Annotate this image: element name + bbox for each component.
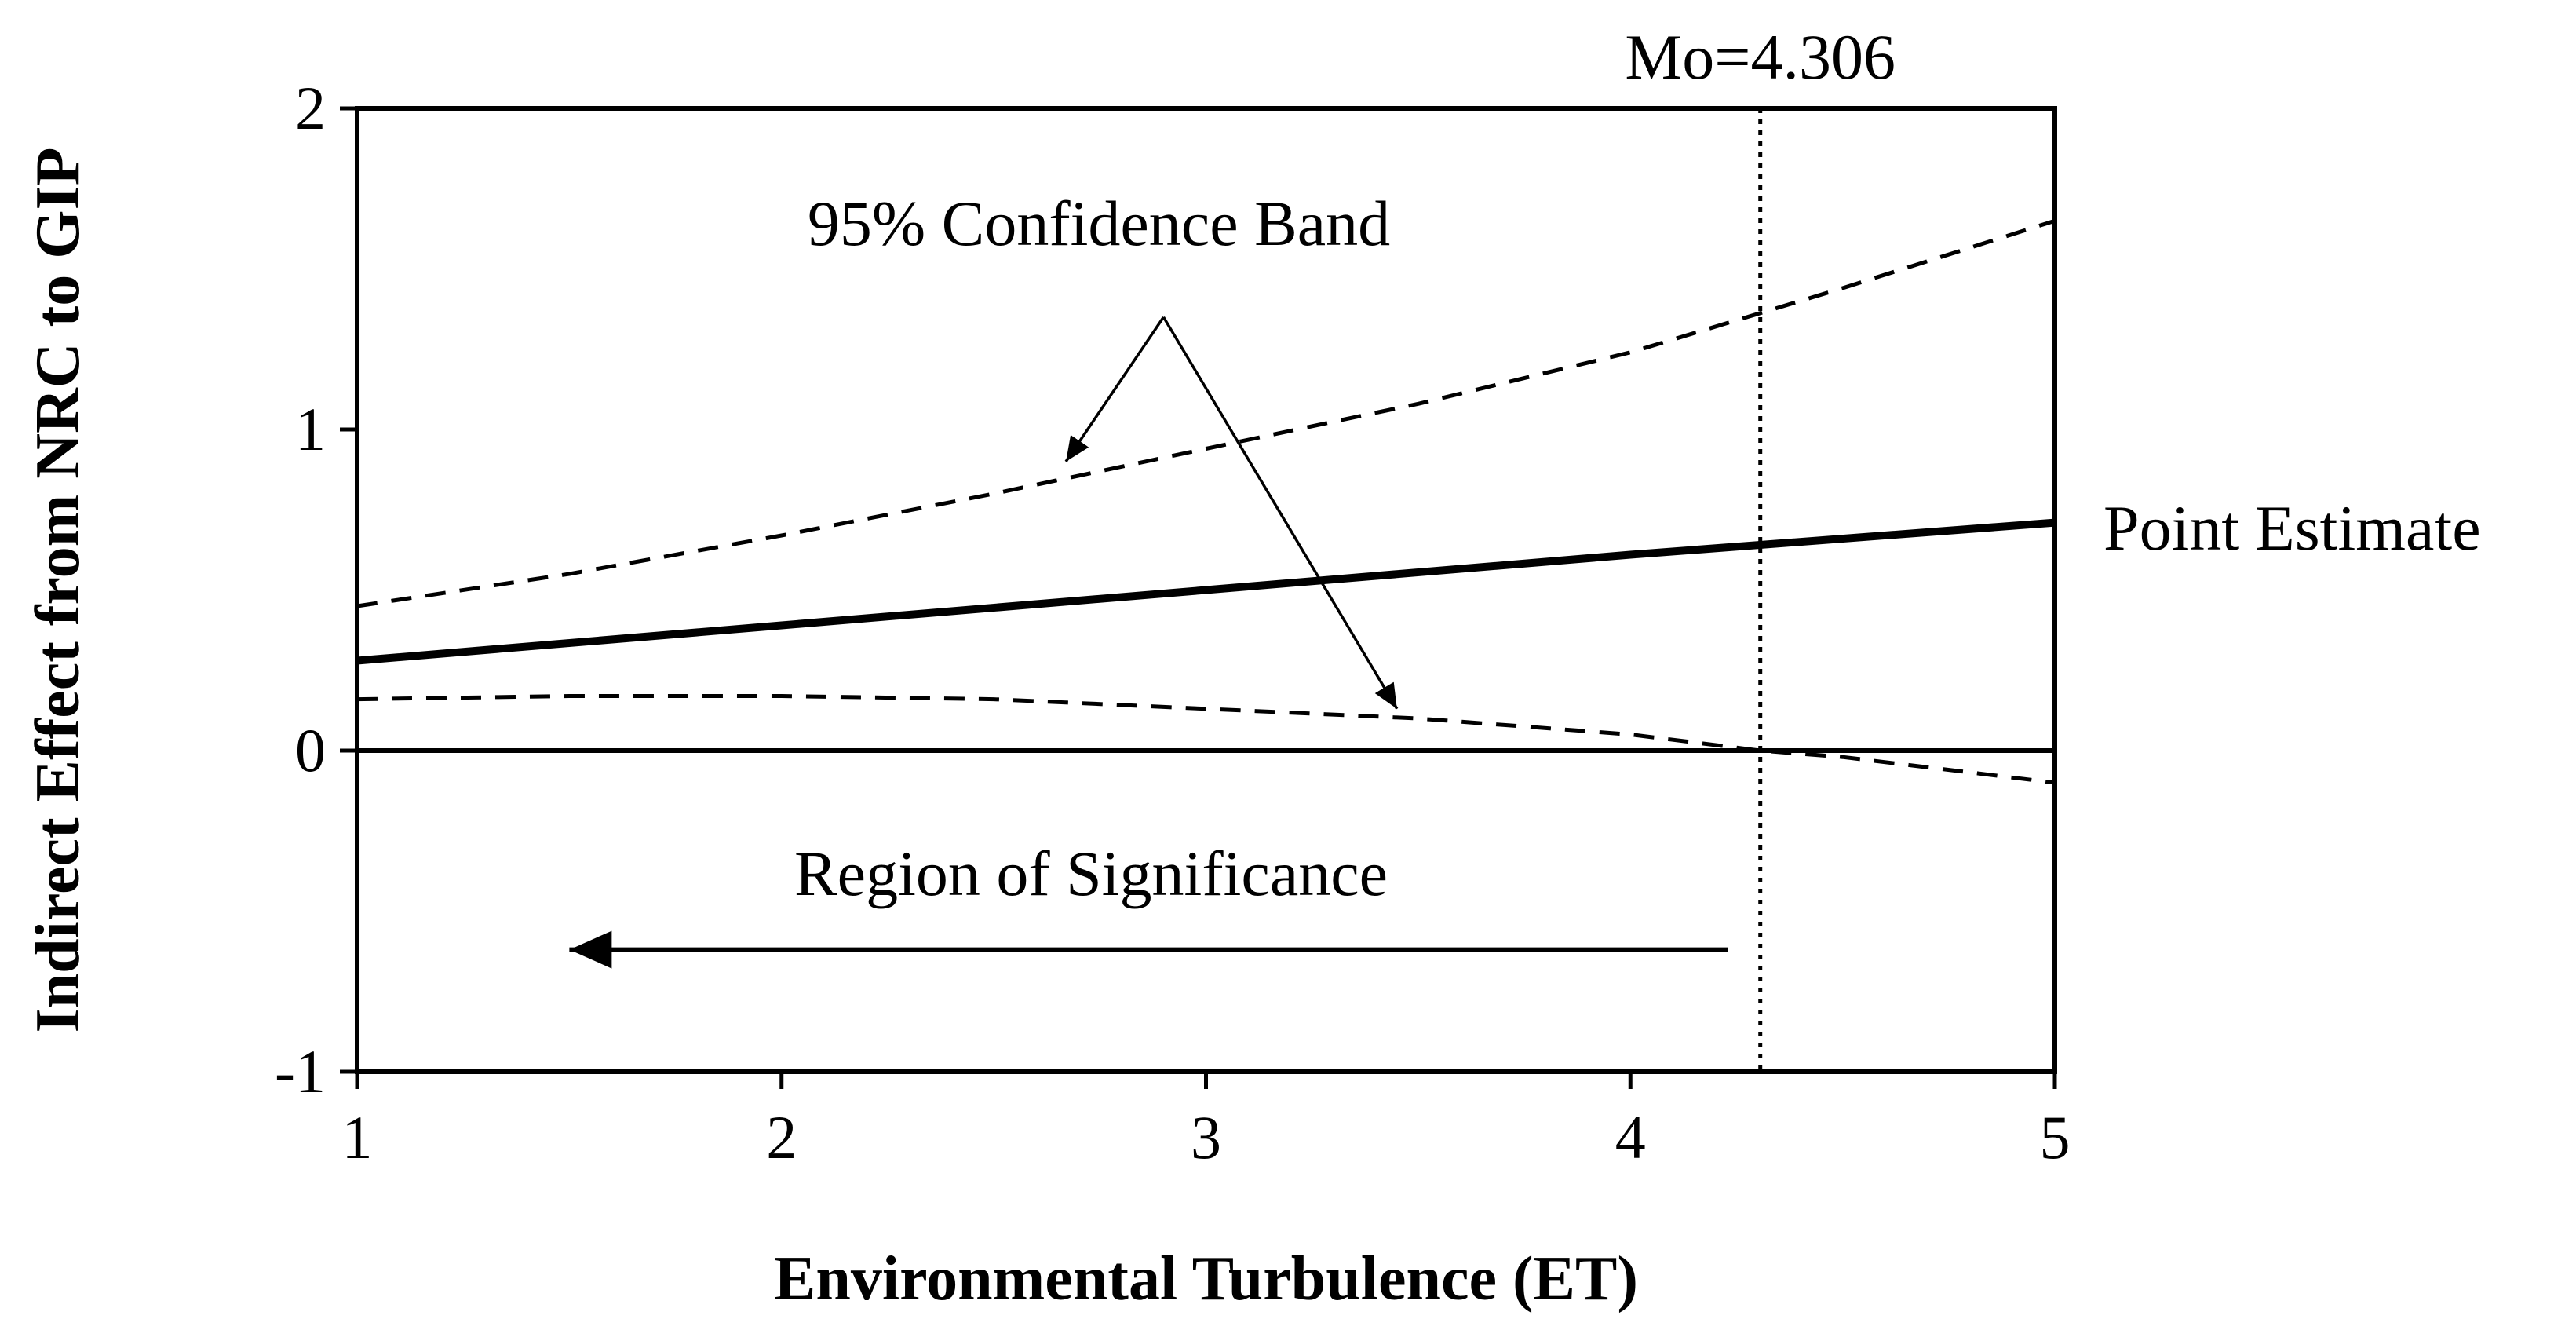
x-tick-label: 4 [1615,1103,1646,1171]
x-tick-label: 2 [766,1103,797,1171]
confidence-band-label: 95% Confidence Band [808,188,1390,259]
y-tick-label: -1 [275,1037,326,1105]
x-tick-label: 1 [342,1103,373,1171]
y-axis-title: Indirect Effect from NRC to GIP [24,148,93,1033]
x-tick-label: 3 [1191,1103,1221,1171]
region-of-significance-label: Region of Significance [794,838,1388,909]
point-estimate-label: Point Estimate [2103,492,2481,564]
point-estimate-line [356,518,2056,665]
confidence-band-upper-line [356,218,2056,608]
confidence-band-lower-line [356,694,2056,785]
y-tick-label: 1 [295,395,326,463]
x-tick-label: 5 [2040,1103,2071,1171]
x-axis-title: Environmental Turbulence (ET) [774,1244,1638,1314]
band-arrow-lower [1162,316,1399,710]
moderator-value-label: Mo=4.306 [1625,21,1896,93]
band-arrow-upper [1064,316,1165,462]
y-tick-label: 2 [295,74,326,142]
y-tick-label: 0 [295,716,326,784]
